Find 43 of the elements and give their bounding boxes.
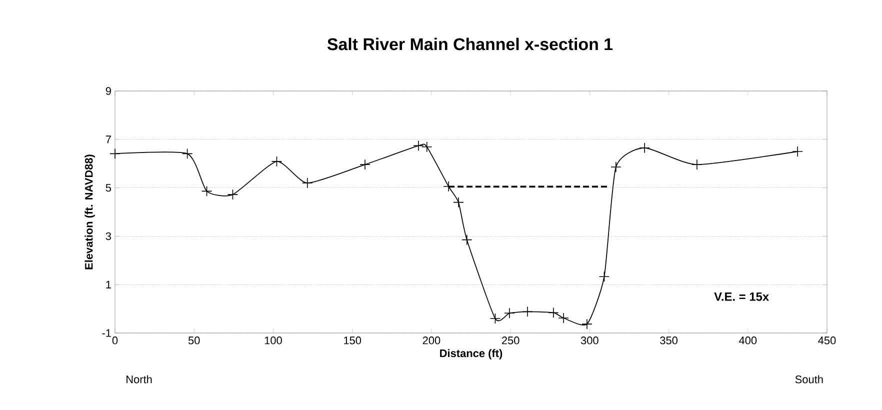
- point: [490, 313, 501, 324]
- x-tick-label: 100: [264, 336, 282, 344]
- x-tick-label: 400: [739, 336, 757, 344]
- y-tick-label: 9: [106, 87, 111, 95]
- annotation: V.E. = 15x: [714, 292, 770, 301]
- point: [598, 271, 610, 282]
- y-tick-label: 7: [106, 136, 111, 144]
- x-tick-label: 0: [112, 336, 118, 344]
- x-tick-label: 250: [502, 336, 520, 344]
- point: [421, 142, 432, 152]
- chart-title: Salt River Main Channel x-section 1: [327, 38, 613, 50]
- x-tick-label: 200: [422, 336, 440, 344]
- y-tick-label: 5: [106, 184, 112, 192]
- y-axis-title: Elevation (ft. NAVD88): [84, 154, 95, 270]
- point: [610, 162, 622, 172]
- point: [413, 140, 424, 152]
- point: [548, 307, 559, 318]
- x-tick-label: 150: [344, 336, 362, 344]
- y-tick-label: 3: [106, 232, 111, 240]
- x-tick-label: 300: [580, 336, 598, 344]
- x-axis-title: Distance (ft): [440, 349, 502, 360]
- point: [227, 189, 238, 200]
- point: [360, 159, 370, 170]
- point: [201, 186, 212, 197]
- point: [558, 312, 569, 324]
- y-tick-label: -1: [102, 329, 111, 337]
- point: [453, 196, 464, 208]
- point: [462, 234, 472, 246]
- point: [504, 308, 515, 319]
- x-tick-label: 450: [818, 336, 836, 344]
- point: [582, 318, 592, 330]
- point: [110, 148, 120, 160]
- point: [792, 146, 803, 157]
- point: [692, 159, 702, 170]
- point: [522, 306, 533, 318]
- y-tick-label: 1: [106, 280, 111, 288]
- text: South: [795, 375, 823, 384]
- x-tick-label: 50: [188, 336, 200, 344]
- point: [271, 156, 282, 167]
- point: [182, 148, 193, 160]
- x-tick-label: 350: [660, 336, 678, 344]
- text: North: [126, 375, 152, 384]
- point: [302, 178, 313, 188]
